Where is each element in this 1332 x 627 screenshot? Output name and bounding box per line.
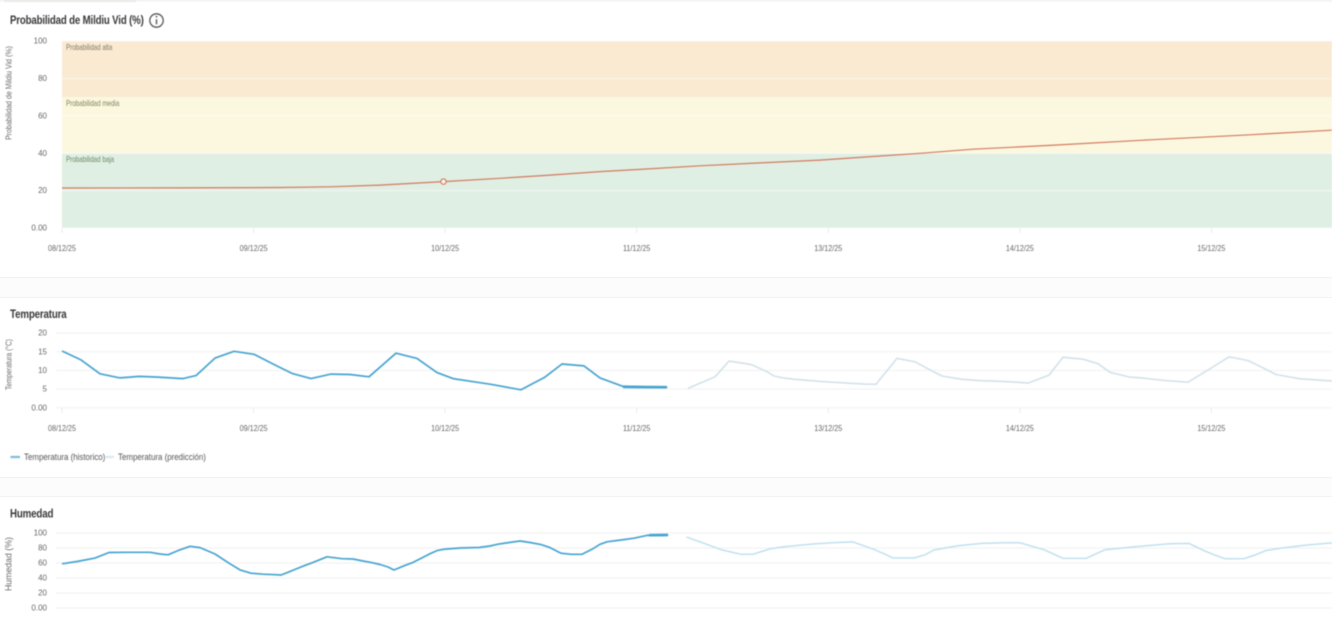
svg-text:100: 100	[34, 529, 48, 538]
svg-text:Humedad (%): Humedad (%)	[3, 537, 13, 591]
svg-text:09/12/25: 09/12/25	[240, 424, 268, 433]
svg-text:08/12/25: 08/12/25	[48, 244, 76, 253]
svg-text:Probabilidad media: Probabilidad media	[66, 99, 119, 108]
svg-text:0.00: 0.00	[31, 604, 47, 613]
svg-text:15/12/25: 15/12/25	[1197, 424, 1225, 433]
svg-text:Probabilidad baja: Probabilidad baja	[66, 155, 114, 164]
svg-text:40: 40	[38, 149, 47, 158]
svg-text:60: 60	[38, 559, 47, 568]
svg-text:11/12/25: 11/12/25	[623, 244, 650, 253]
svg-text:13/12/25: 13/12/25	[814, 424, 842, 433]
svg-text:Probabilidad de Mildiu Vid (%): Probabilidad de Mildiu Vid (%)	[4, 46, 14, 140]
svg-text:Temperatura: Temperatura	[10, 308, 67, 321]
svg-text:Temperatura (°C): Temperatura (°C)	[4, 339, 14, 390]
svg-text:Probabilidad de Mildiu Vid (%): Probabilidad de Mildiu Vid (%)	[10, 14, 144, 27]
svg-text:60: 60	[38, 111, 47, 120]
svg-text:40: 40	[38, 574, 47, 583]
svg-text:Probabilidad alta: Probabilidad alta	[66, 43, 112, 52]
svg-text:Humedad: Humedad	[10, 508, 54, 521]
svg-text:Temperatura (historico): Temperatura (historico)	[24, 452, 106, 463]
svg-text:5: 5	[43, 385, 48, 394]
svg-text:15: 15	[38, 347, 47, 356]
svg-text:13/12/25: 13/12/25	[814, 244, 842, 253]
svg-text:14/12/25: 14/12/25	[1006, 244, 1034, 253]
svg-text:08/12/25: 08/12/25	[48, 424, 76, 433]
svg-text:20: 20	[38, 186, 47, 195]
svg-text:10/12/25: 10/12/25	[431, 424, 459, 433]
svg-text:09/12/25: 09/12/25	[240, 244, 268, 253]
svg-text:0.00: 0.00	[31, 224, 47, 233]
svg-text:Temperatura (predicción): Temperatura (predicción)	[118, 452, 206, 463]
svg-text:14/12/25: 14/12/25	[1006, 424, 1034, 433]
svg-text:10: 10	[38, 366, 47, 375]
svg-text:10/12/25: 10/12/25	[431, 244, 459, 253]
svg-text:11/12/25: 11/12/25	[623, 424, 650, 433]
svg-text:80: 80	[38, 544, 47, 553]
svg-text:20: 20	[38, 589, 47, 598]
svg-text:80: 80	[38, 74, 47, 83]
svg-text:15/12/25: 15/12/25	[1197, 244, 1225, 253]
svg-text:0.00: 0.00	[31, 403, 47, 412]
svg-text:20: 20	[38, 329, 47, 338]
svg-text:100: 100	[34, 37, 48, 46]
